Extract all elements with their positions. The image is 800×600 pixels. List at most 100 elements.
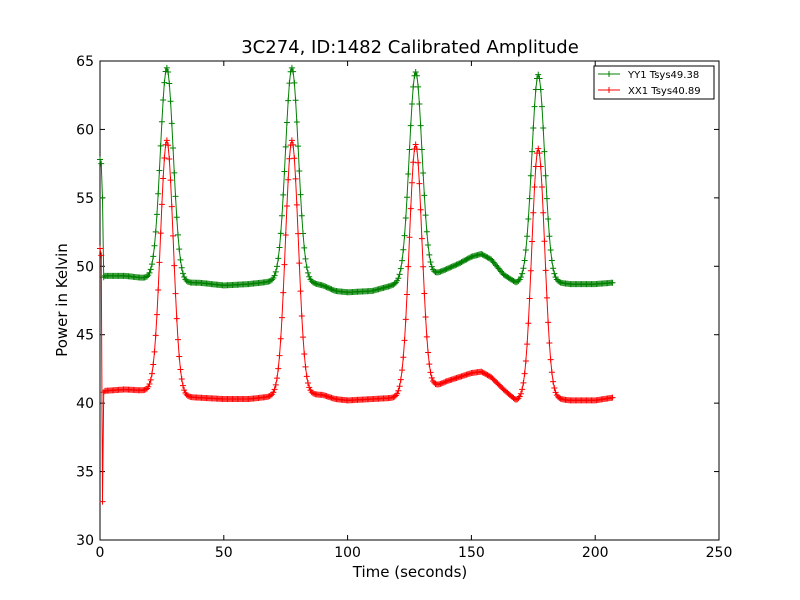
data-point [526, 195, 533, 202]
data-point [394, 390, 401, 397]
data-point [177, 366, 184, 373]
data-point [285, 176, 292, 183]
data-point [158, 201, 165, 208]
data-point [301, 350, 308, 357]
data-point [410, 159, 417, 166]
data-point [98, 252, 105, 259]
data-point [152, 228, 159, 235]
data-point [396, 271, 403, 278]
data-point [530, 124, 537, 131]
data-point [168, 203, 175, 210]
data-point [275, 365, 282, 372]
data-point [274, 263, 281, 270]
data-point [282, 232, 289, 239]
data-point [541, 148, 548, 155]
legend-marker [606, 71, 612, 77]
data-point [416, 101, 423, 108]
data-point [288, 64, 295, 71]
y-axis-label: Power in Kelvin [53, 243, 71, 357]
x-tick-label: 100 [334, 545, 361, 561]
data-point [540, 209, 547, 216]
data-point [165, 142, 172, 149]
data-point [420, 263, 427, 270]
data-point [402, 215, 409, 222]
data-point [543, 195, 550, 202]
data-point [171, 169, 178, 176]
data-point [97, 156, 103, 163]
data-point [399, 367, 406, 374]
plot-area: 0 50 100 150 200 250 30 35 40 45 50 55 60 65 [76, 54, 732, 561]
data-point [551, 385, 558, 392]
data-point [301, 244, 308, 251]
data-point [171, 262, 178, 269]
data-point [295, 143, 302, 150]
data-point [519, 386, 526, 393]
data-point [524, 233, 531, 240]
data-point [541, 238, 548, 245]
x-tick-label: 0 [96, 545, 105, 561]
data-point [173, 315, 180, 322]
data-point [415, 159, 422, 166]
y-tick-label: 40 [76, 396, 94, 412]
data-point [298, 313, 305, 320]
data-point [290, 68, 297, 75]
data-point [397, 376, 404, 383]
data-point [278, 212, 285, 219]
data-point [280, 191, 287, 198]
data-point [152, 332, 159, 339]
data-point [298, 212, 305, 219]
chart-title: 3C274, ID:1482 Calibrated Amplitude [241, 37, 579, 58]
data-point [295, 230, 302, 237]
data-point [417, 122, 424, 129]
data-point [276, 352, 283, 359]
data-point [535, 71, 542, 78]
data-point [524, 341, 531, 348]
data-point [418, 235, 425, 242]
data-point [531, 183, 538, 190]
data-point [161, 154, 168, 161]
data-point [173, 214, 180, 221]
data-point [404, 291, 411, 298]
data-point [277, 335, 284, 342]
data-point [161, 79, 168, 86]
data-point [407, 122, 414, 129]
data-point [178, 375, 185, 382]
y-tick-label: 35 [76, 465, 94, 481]
data-point [422, 212, 429, 219]
data-point [404, 194, 411, 201]
data-point [408, 179, 415, 186]
data-point [552, 389, 559, 396]
plot-frame [99, 60, 720, 541]
data-point [174, 336, 181, 343]
data-point [546, 340, 553, 347]
data-point [422, 314, 429, 321]
data-point [288, 137, 295, 144]
data-point [179, 382, 186, 389]
data-point [426, 361, 433, 368]
data-point [285, 97, 292, 104]
data-point [286, 155, 293, 162]
data-point [405, 171, 412, 178]
data-point [276, 244, 283, 251]
data-point [158, 118, 165, 125]
data-point [423, 228, 430, 235]
data-point [147, 376, 154, 383]
data-point [153, 311, 160, 318]
data-point [150, 253, 157, 260]
data-point [525, 320, 532, 327]
data-point [525, 216, 532, 223]
data-point [395, 387, 402, 394]
data-point [146, 269, 153, 276]
data-point [155, 190, 162, 197]
data-point [538, 103, 545, 110]
data-point [157, 142, 164, 149]
data-point [292, 97, 299, 104]
y-tick-label: 50 [76, 259, 94, 275]
data-point [538, 183, 545, 190]
data-point [166, 156, 173, 163]
data-point [151, 348, 158, 355]
data-point [304, 379, 311, 386]
data-point [545, 319, 552, 326]
data-point [399, 257, 406, 264]
